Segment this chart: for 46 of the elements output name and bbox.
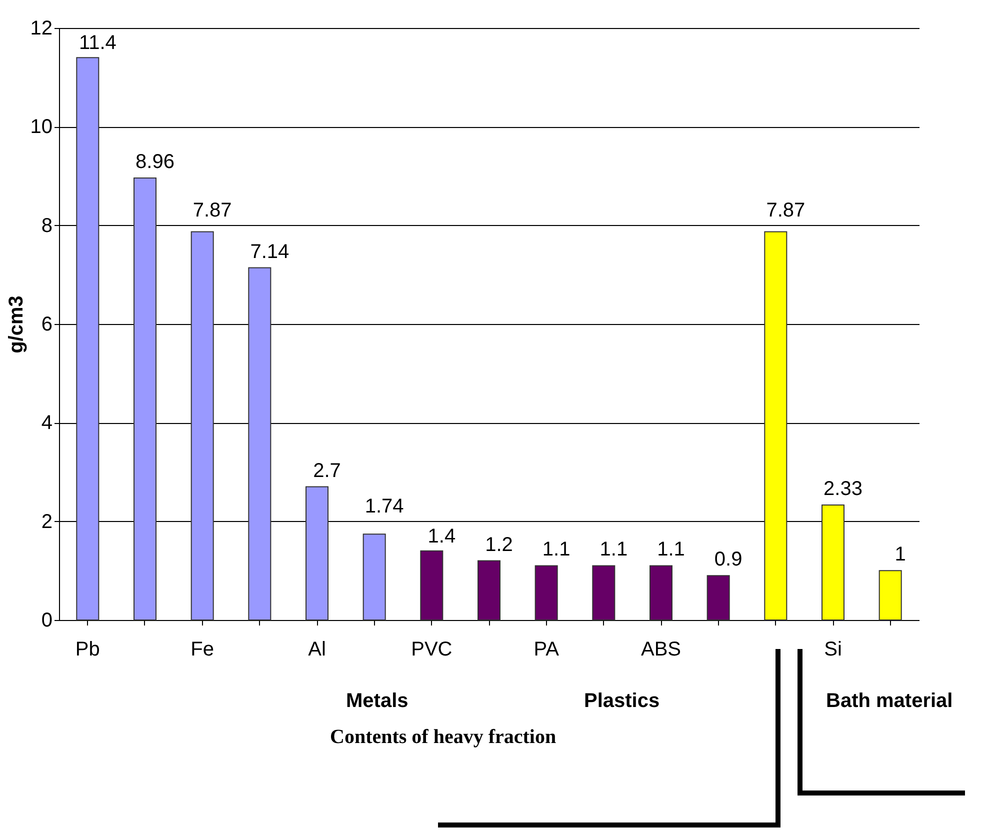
data-label: 1.2 (485, 534, 513, 556)
y-tick-label: 12 (30, 18, 52, 40)
x-tick-label: PA (534, 638, 560, 660)
data-label: 7.87 (766, 199, 806, 222)
x-tick-label: ABS (640, 638, 682, 660)
x-tick-label: Si (824, 638, 842, 660)
bar (534, 565, 558, 620)
data-label: 7.14 (250, 240, 290, 263)
x-tick-label: Al (308, 638, 326, 660)
bar (190, 231, 214, 620)
text: Metals (346, 690, 408, 713)
data-label: 0.9 (714, 548, 742, 571)
y-tick-label: 6 (41, 314, 52, 336)
data-label: 2.33 (824, 478, 862, 500)
bar (306, 486, 328, 620)
y-tick-label: 10 (30, 116, 52, 138)
y-tick-label: 8 (41, 214, 52, 237)
bar (134, 177, 156, 620)
bar (650, 565, 672, 620)
x-tick-label: Pb (75, 638, 100, 660)
data-label: 8.96 (136, 150, 174, 173)
data-label: 1.74 (364, 495, 404, 518)
data-label: 1.1 (657, 538, 685, 561)
bar (478, 560, 500, 620)
bar (76, 57, 100, 620)
bar (592, 565, 616, 620)
bar (248, 267, 272, 620)
data-label: 7.87 (192, 199, 232, 222)
y-tick-label: 4 (41, 412, 52, 434)
text: Plastics (584, 690, 660, 713)
x-tick-label: PVC (411, 638, 452, 660)
data-label: 1.4 (428, 525, 456, 548)
data-label: 2.7 (313, 460, 341, 482)
x-axis-title: Contents of heavy fraction (330, 726, 556, 749)
data-label: 1.1 (542, 538, 570, 561)
bar (706, 575, 730, 620)
data-label: 11.4 (78, 32, 116, 54)
data-label: 1 (894, 544, 906, 566)
bar (420, 550, 444, 620)
text: Bath material (826, 690, 953, 713)
bar (362, 534, 386, 620)
y-tick-label: 2 (41, 510, 52, 533)
y-tick-label: 0 (41, 610, 52, 632)
y-axis-title: g/cm3 (5, 296, 28, 354)
data-label: 1.1 (600, 538, 628, 561)
x-tick-label: Fe (190, 638, 214, 660)
